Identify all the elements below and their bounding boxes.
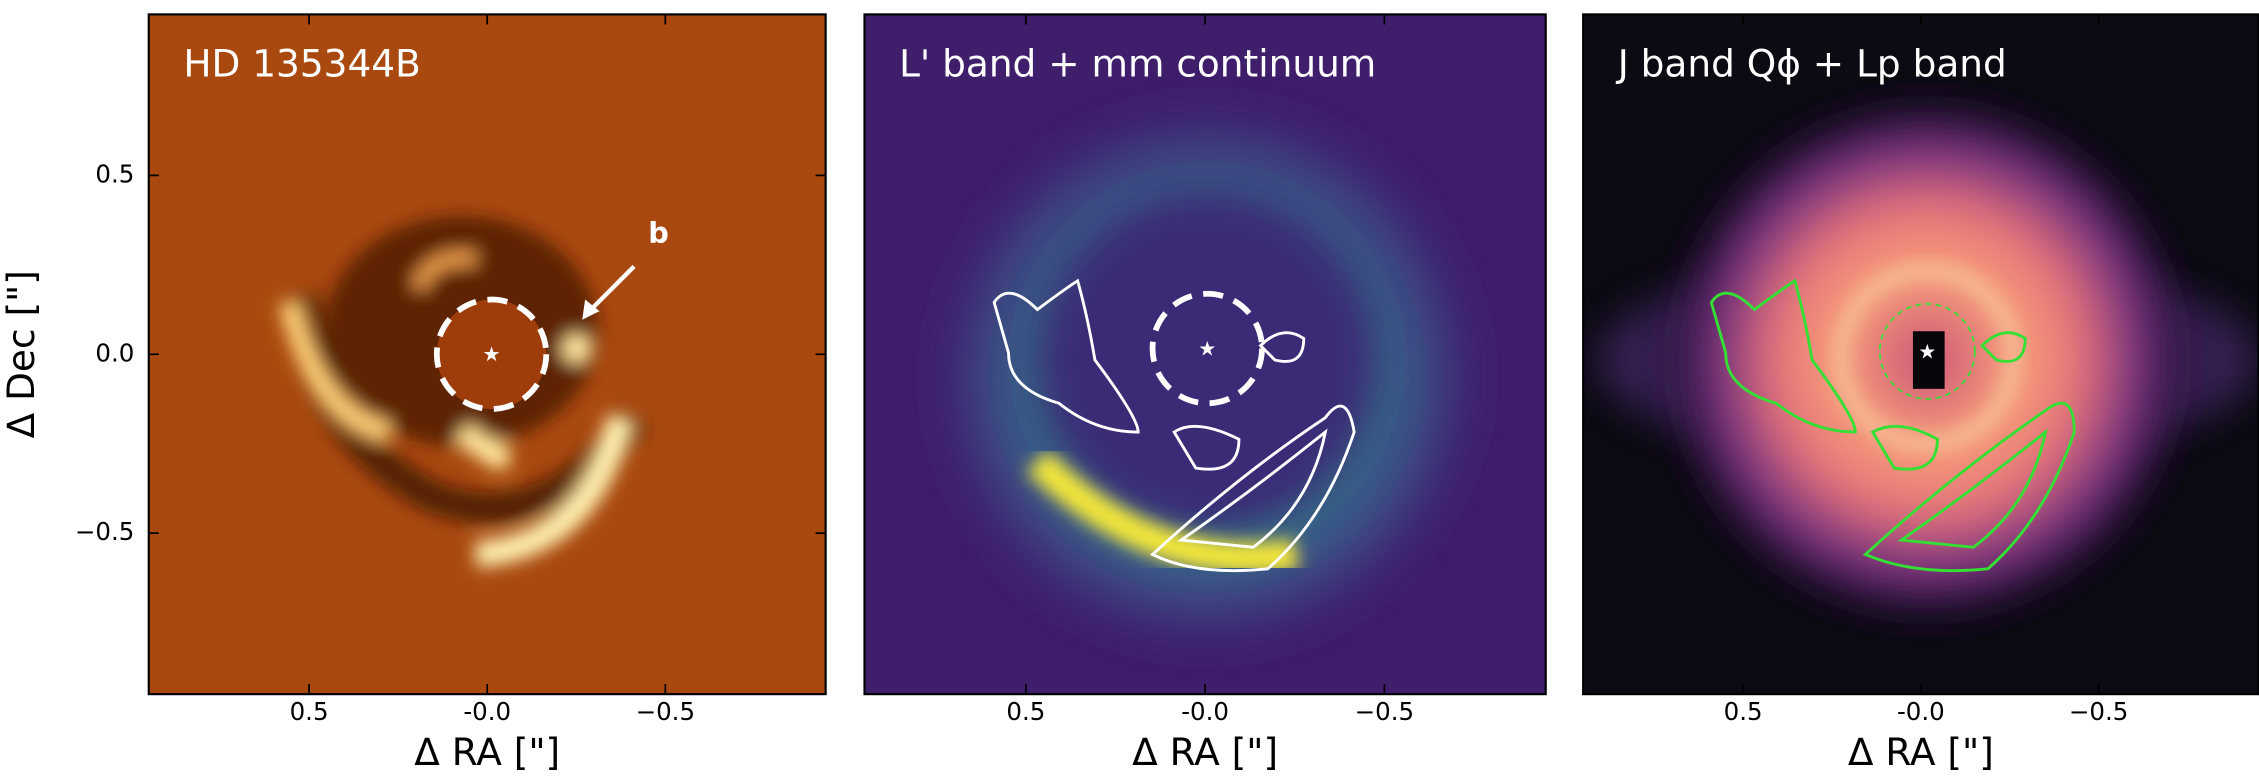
x-tick-label: 0.5 [1006,697,1045,726]
y-tick-label: −0.5 [75,517,134,546]
x-axis-label: Δ RA ["] [1132,730,1278,774]
y-axis-label: Δ Dec ["] [0,270,43,438]
svg-text:★: ★ [1918,339,1936,363]
x-tick-label: −0.5 [636,697,695,726]
y-tick-label: 0.0 [95,338,134,367]
svg-text:★: ★ [1198,336,1216,360]
x-tick-label: -0.0 [1181,697,1229,726]
x-tick-label: −0.5 [1355,697,1414,726]
panel-title: L' band + mm continuum [899,42,1376,86]
image-panel-1: ★ [149,14,826,694]
x-tick-label: -0.0 [463,697,511,726]
x-tick-label: 0.5 [290,697,329,726]
svg-text:★: ★ [482,342,500,366]
panel-title: HD 135344B [183,42,420,86]
image-panel-3: ★ [1583,14,2258,694]
x-axis-label: Δ RA ["] [1848,730,1994,774]
y-tick-label: 0.5 [95,159,134,188]
x-tick-label: 0.5 [1724,697,1763,726]
x-axis-label: Δ RA ["] [414,730,560,774]
panel-title: J band Qϕ + Lp band [1616,42,2007,86]
figure: ★ ★ ★ Δ Dec [" [0,0,2259,782]
image-panel-2: ★ [865,14,1546,694]
x-tick-label: -0.0 [1897,697,1945,726]
x-tick-label: −0.5 [2069,697,2128,726]
annotation: b [648,216,669,250]
